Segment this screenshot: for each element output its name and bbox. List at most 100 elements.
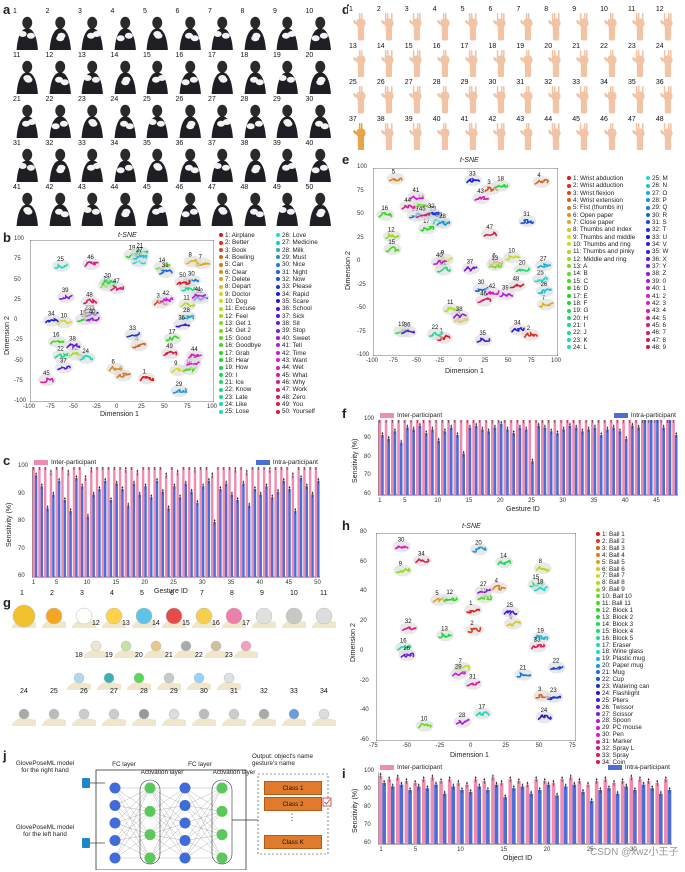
tsne-e-plot: 1234567891011121314151617181920212223242…	[373, 168, 558, 356]
legend-text: 1: Ball 1	[602, 531, 625, 538]
legend-dot	[646, 242, 650, 247]
hand-figure	[632, 49, 645, 77]
bar	[55, 467, 58, 577]
legend-entry: 34: Rapid	[276, 291, 318, 298]
hand-tile: 37	[348, 115, 374, 150]
legend-dot	[219, 299, 223, 304]
y-tick-label: 75	[14, 256, 21, 263]
object-number: 23	[225, 652, 233, 659]
bar	[257, 467, 260, 577]
gesture-figure	[211, 148, 233, 182]
object-figure	[204, 640, 228, 658]
object-number: 18	[75, 652, 83, 659]
legend-dot	[596, 753, 600, 758]
bar	[546, 784, 551, 844]
hand-number: 47	[628, 115, 636, 123]
legend-entry: 13: A	[567, 263, 635, 270]
svg-text:17: 17	[478, 704, 485, 710]
y-tick-label: -40	[360, 707, 369, 714]
object-number: 2	[50, 590, 54, 597]
gesture-figure	[309, 60, 331, 94]
x-tick-label: 25	[481, 358, 489, 364]
tsne-b-plot: 1234567891011121314151617181920212223242…	[30, 240, 214, 402]
hand-figure	[548, 122, 561, 150]
gesture-number: 48	[240, 184, 249, 191]
nn-connections	[82, 769, 332, 870]
legend-entry: 18: F	[567, 300, 635, 307]
legend-text: 19: G	[573, 307, 589, 315]
svg-text:48: 48	[513, 277, 520, 283]
bar	[434, 784, 438, 844]
legend-dot	[219, 292, 223, 297]
bar	[529, 793, 533, 844]
svg-text:7: 7	[542, 295, 546, 301]
legend-dot	[219, 240, 223, 245]
legend-entry: 47: Work	[276, 386, 318, 393]
bar	[271, 497, 274, 577]
x-tick-label: 75	[184, 404, 191, 410]
svg-text:32: 32	[428, 204, 435, 210]
legend-dot	[596, 684, 600, 689]
legend-dot	[276, 387, 280, 392]
bar	[534, 420, 538, 495]
legend-dot	[596, 601, 600, 606]
x-tick-label: 1	[379, 847, 383, 853]
legend-entry: 30: Pen	[596, 731, 649, 739]
legend-text: 5: Can	[225, 261, 244, 269]
legend-entry: 23: Watering can	[596, 683, 649, 691]
bar	[138, 494, 141, 577]
svg-text:34: 34	[514, 321, 521, 327]
object-tile: 1	[10, 590, 38, 630]
bar	[453, 420, 457, 495]
hand-number: 14	[376, 42, 385, 50]
hand-figure	[381, 122, 394, 150]
gesture-figure	[244, 104, 266, 138]
y-tick-label: 60	[364, 491, 371, 497]
gesture-number: 41	[13, 184, 21, 191]
hand-tile: 11	[627, 6, 653, 41]
svg-text:37: 37	[60, 358, 67, 364]
bar	[499, 423, 503, 495]
legend-text: 6: Open paper	[573, 211, 614, 219]
left-bottom-model-label: GlovePoseML model for the left hand	[15, 824, 75, 838]
object-number: 17	[242, 620, 250, 627]
legend-dot	[646, 198, 650, 203]
x-tick-label: 45	[653, 498, 660, 504]
bar	[599, 435, 603, 495]
legend-dot	[567, 293, 571, 298]
legend-dot	[219, 321, 223, 326]
hand-number: 37	[349, 115, 357, 123]
tsne-b-ylabel: Dimension 2	[4, 316, 11, 355]
x-tick-label: 15	[112, 580, 120, 586]
class-ellipsis: ⋮	[287, 812, 297, 822]
svg-text:40: 40	[89, 310, 96, 316]
legend-dot	[276, 380, 280, 385]
legend-text: 34: V	[652, 241, 667, 249]
bar	[581, 431, 584, 495]
bar	[234, 469, 237, 577]
tsne-e-legend-col1: 1: Wrist abduction 2: Wrist adduction 3: W…	[567, 175, 635, 351]
hand-figure	[436, 85, 450, 114]
legend-text: 5: Fist (thumbs in)	[573, 204, 624, 212]
legend-dot	[276, 343, 280, 348]
bar	[418, 425, 422, 495]
bar-plot-area	[378, 772, 672, 845]
legend-text: 30: Nice	[282, 261, 306, 269]
x-tick-label: 1	[378, 498, 382, 504]
svg-text:32: 32	[405, 619, 412, 625]
bar	[32, 467, 35, 577]
legend-dot	[567, 323, 571, 328]
object-number: 32	[260, 688, 268, 695]
legend-dot	[596, 656, 600, 661]
bar	[650, 788, 655, 844]
legend-text: 41: 2	[652, 292, 667, 300]
legend-entry: 8: Thumbs and index	[567, 226, 635, 233]
hand-number: 12	[655, 6, 664, 13]
legend-text: 42: Time	[282, 349, 307, 357]
legend-dot	[596, 718, 600, 723]
hand-number: 31	[516, 79, 525, 86]
legend-text: 23: Late	[225, 393, 248, 401]
bar	[150, 497, 153, 577]
object-tile: 22	[185, 652, 213, 692]
legend-entry: 3: Ball 3	[596, 545, 649, 553]
